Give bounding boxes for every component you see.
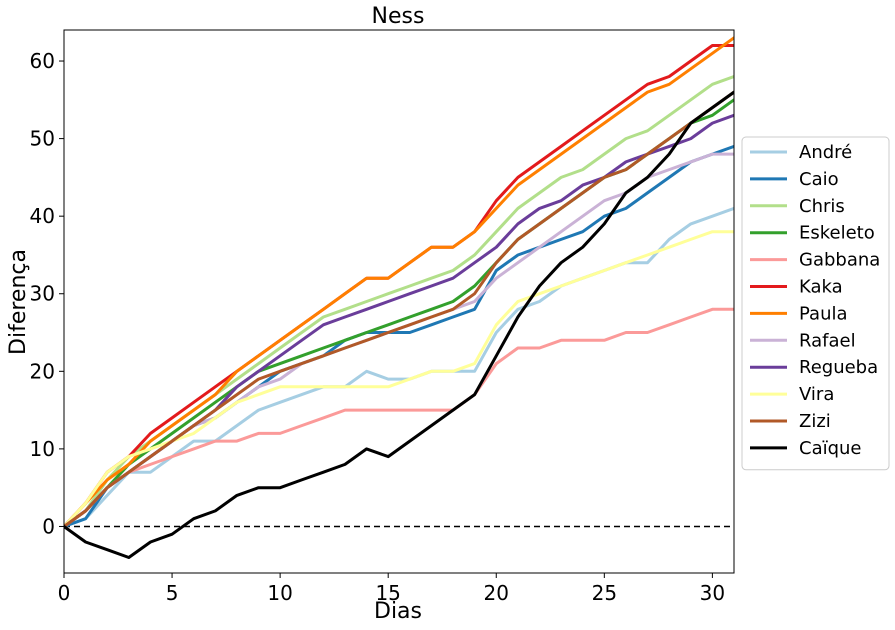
legend-label: Rafael xyxy=(799,330,856,351)
series-line-caique xyxy=(64,90,734,559)
y-tick-label: 30 xyxy=(30,282,55,306)
x-axis-label: Dias xyxy=(374,599,422,624)
legend-label: Regueba xyxy=(799,357,878,378)
series-line-paula xyxy=(64,36,734,528)
chart-title: Ness xyxy=(372,4,425,29)
y-tick-label: 50 xyxy=(30,127,55,151)
series-line-rafael xyxy=(64,152,734,528)
legend: André Caio Chris Eskeleto Gabbana Kaka Paula Ra… xyxy=(741,136,890,471)
legend-label: Kaka xyxy=(799,277,843,298)
series-line-zizi xyxy=(64,90,734,528)
x-tick-label: 10 xyxy=(267,581,292,605)
x-tick-label: 20 xyxy=(484,581,509,605)
plot-frame xyxy=(63,29,735,574)
x-tick-label: 15 xyxy=(375,581,400,605)
series-line-caio xyxy=(64,144,734,528)
x-tick-label: 0 xyxy=(58,581,71,605)
x-tick-label: 25 xyxy=(592,581,617,605)
legend-label: Chris xyxy=(799,196,845,217)
x-tick-label: 5 xyxy=(166,581,179,605)
y-axis-label: Diferença xyxy=(6,249,31,355)
legend-label: Vira xyxy=(799,384,834,405)
legend-label: Eskeleto xyxy=(799,223,875,244)
y-tick-label: 20 xyxy=(30,359,55,383)
legend-label: Gabbana xyxy=(799,250,880,271)
legend-label: Caio xyxy=(799,169,839,190)
y-tick-label: 40 xyxy=(30,204,55,228)
legend-label: Paula xyxy=(799,303,848,324)
y-tick-label: 0 xyxy=(42,514,55,538)
x-tick-label: 30 xyxy=(700,581,725,605)
series-line-andre xyxy=(64,206,734,528)
plot-area xyxy=(64,36,734,559)
series-line-gabbana xyxy=(64,307,734,528)
series-line-kaka xyxy=(64,44,734,528)
legend-label: Zizi xyxy=(799,411,831,432)
legend-label: André xyxy=(799,142,852,163)
y-tick-label: 10 xyxy=(30,437,55,461)
legend-label: Caïque xyxy=(799,438,862,459)
x-axis: 0 5 10 15 20 25 30 xyxy=(58,573,725,605)
y-axis: 0 10 20 30 40 50 60 xyxy=(30,49,64,538)
legend-box xyxy=(741,136,890,471)
y-tick-label: 60 xyxy=(30,49,55,73)
